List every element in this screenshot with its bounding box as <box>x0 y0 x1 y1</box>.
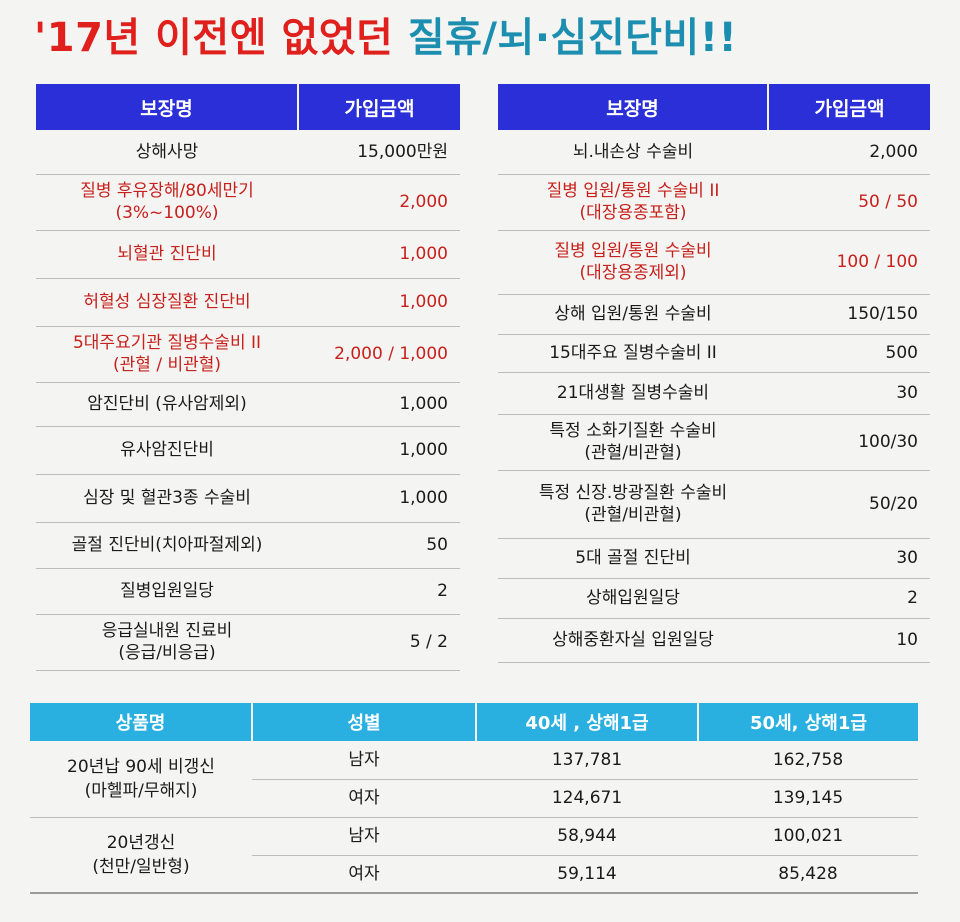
title-part-blue: 질휴/뇌·심진단비!! <box>407 15 738 61</box>
coverage-name: 상해 입원/통원 수술비 <box>498 294 768 335</box>
coverage-name: 응급실내원 진료비 (응급/비응급) <box>36 614 298 671</box>
gender-cell: 남자 <box>252 817 476 856</box>
premium-age40: 58,944 <box>476 817 698 856</box>
insured-amount: 10 <box>768 618 930 663</box>
coverage-name: 5대 골절 진단비 <box>498 538 768 579</box>
table-row: 응급실내원 진료비 (응급/비응급) 5 / 2 <box>36 614 460 671</box>
coverage-name: 상해입원일당 <box>498 578 768 619</box>
coverage-name: 상해중환자실 입원일당 <box>498 618 768 663</box>
coverage-name: 5대주요기관 질병수술비 II (관혈 / 비관혈) <box>36 326 298 383</box>
coverage-name: 뇌.내손상 수술비 <box>498 130 768 175</box>
table-row: 여자 59,114 85,428 <box>30 855 918 894</box>
premium-age50: 162,758 <box>698 741 918 780</box>
insured-amount: 2 <box>298 568 460 615</box>
coverage-table-right: 보장명 가입금액 뇌.내손상 수술비 2,000 질병 입원/통원 수술비 II (… <box>498 84 930 663</box>
insured-amount: 50 <box>298 522 460 569</box>
header-coverage-name: 보장명 <box>36 84 298 130</box>
title-part-red: '17년 이전엔 없었던 <box>34 15 394 61</box>
insured-amount: 100 / 100 <box>768 230 930 295</box>
premium-age40: 137,781 <box>476 741 698 780</box>
table-row: 5대주요기관 질병수술비 II (관혈 / 비관혈) 2,000 / 1,000 <box>36 326 460 383</box>
table-row: 질병입원일당 2 <box>36 568 460 615</box>
premium-table: 상품명 성별 40세 , 상해1급 50세, 상해1급 20년납 90세 비갱신… <box>30 703 918 894</box>
table-row: 상해중환자실 입원일당 10 <box>498 618 930 663</box>
premium-age50: 85,428 <box>698 855 918 894</box>
coverage-name: 특정 신장.방광질환 수술비 (관혈/비관혈) <box>498 470 768 539</box>
insured-amount: 15,000만원 <box>298 130 460 175</box>
coverage-name: 질병 입원/통원 수술비 II (대장용종포함) <box>498 174 768 231</box>
table-row: 상해 입원/통원 수술비 150/150 <box>498 294 930 335</box>
insured-amount: 1,000 <box>298 278 460 327</box>
table-row: 상해사망 15,000만원 <box>36 130 460 175</box>
insured-amount: 2,000 / 1,000 <box>298 326 460 383</box>
insured-amount: 150/150 <box>768 294 930 335</box>
coverage-name: 심장 및 혈관3종 수술비 <box>36 474 298 523</box>
table-row: 심장 및 혈관3종 수술비 1,000 <box>36 474 460 523</box>
table-row: 상해입원일당 2 <box>498 578 930 619</box>
table-row: 15대주요 질병수술비 II 500 <box>498 334 930 373</box>
header-gender: 성별 <box>251 703 476 741</box>
table-row: 유사암진단비 1,000 <box>36 426 460 475</box>
table-row: 특정 신장.방광질환 수술비 (관혈/비관혈) 50/20 <box>498 470 930 539</box>
table-row: 질병 입원/통원 수술비 (대장용종제외) 100 / 100 <box>498 230 930 295</box>
premium-age50: 100,021 <box>698 817 918 856</box>
insured-amount: 50 / 50 <box>768 174 930 231</box>
coverage-name: 골절 진단비(치아파절제외) <box>36 522 298 569</box>
header-insured-amount: 가입금액 <box>767 84 930 130</box>
table-row: 특정 소화기질환 수술비 (관혈/비관혈) 100/30 <box>498 414 930 471</box>
premium-age50: 139,145 <box>698 779 918 818</box>
table-row: 뇌혈관 진단비 1,000 <box>36 230 460 279</box>
coverage-table-left: 보장명 가입금액 상해사망 15,000만원 질병 후유장해/80세만기 (3%~1… <box>36 84 460 671</box>
insured-amount: 30 <box>768 538 930 579</box>
gender-cell: 남자 <box>252 741 476 780</box>
table-row: 골절 진단비(치아파절제외) 50 <box>36 522 460 569</box>
coverage-name: 질병입원일당 <box>36 568 298 615</box>
insured-amount: 1,000 <box>298 426 460 475</box>
table-row: 암진단비 (유사암제외) 1,000 <box>36 382 460 427</box>
header-age40-premium: 40세 , 상해1급 <box>475 703 698 741</box>
table-row: 질병 후유장해/80세만기 (3%~100%) 2,000 <box>36 174 460 231</box>
coverage-name: 질병 입원/통원 수술비 (대장용종제외) <box>498 230 768 295</box>
table-row: 20년갱신 (천만/일반형) 남자 58,944 100,021 <box>30 817 918 894</box>
insured-amount: 30 <box>768 372 930 415</box>
page-title: '17년 이전엔 없었던 질휴/뇌·심진단비!! <box>34 6 737 70</box>
header-product-name: 상품명 <box>30 703 252 741</box>
coverage-name: 암진단비 (유사암제외) <box>36 382 298 427</box>
coverage-name: 질병 후유장해/80세만기 (3%~100%) <box>36 174 298 231</box>
table-row: 21대생활 질병수술비 30 <box>498 372 930 415</box>
coverage-name: 뇌혈관 진단비 <box>36 230 298 279</box>
product-name: 20년납 90세 비갱신 (마헬파/무해지) <box>30 741 252 818</box>
insured-amount: 50/20 <box>768 470 930 539</box>
gender-cell: 여자 <box>252 855 476 894</box>
gender-cell: 여자 <box>252 779 476 818</box>
insured-amount: 2,000 <box>298 174 460 231</box>
insured-amount: 1,000 <box>298 382 460 427</box>
insured-amount: 500 <box>768 334 930 373</box>
insured-amount: 2 <box>768 578 930 619</box>
header-coverage-name: 보장명 <box>498 84 768 130</box>
header-age50-premium: 50세, 상해1급 <box>697 703 918 741</box>
table-row: 여자 124,671 139,145 <box>30 779 918 818</box>
coverage-name: 21대생활 질병수술비 <box>498 372 768 415</box>
table-row: 질병 입원/통원 수술비 II (대장용종포함) 50 / 50 <box>498 174 930 231</box>
insured-amount: 2,000 <box>768 130 930 175</box>
table-row: 뇌.내손상 수술비 2,000 <box>498 130 930 175</box>
insured-amount: 100/30 <box>768 414 930 471</box>
premium-age40: 124,671 <box>476 779 698 818</box>
coverage-name: 유사암진단비 <box>36 426 298 475</box>
insured-amount: 1,000 <box>298 474 460 523</box>
table-row: 5대 골절 진단비 30 <box>498 538 930 579</box>
insured-amount: 1,000 <box>298 230 460 279</box>
coverage-name: 상해사망 <box>36 130 298 175</box>
table-row: 허혈성 심장질환 진단비 1,000 <box>36 278 460 327</box>
insured-amount: 5 / 2 <box>298 614 460 671</box>
header-insured-amount: 가입금액 <box>297 84 460 130</box>
coverage-name: 허혈성 심장질환 진단비 <box>36 278 298 327</box>
premium-age40: 59,114 <box>476 855 698 894</box>
product-name: 20년갱신 (천만/일반형) <box>30 817 252 894</box>
table-row: 20년납 90세 비갱신 (마헬파/무해지) 남자 137,781 162,758 <box>30 741 918 818</box>
coverage-name: 15대주요 질병수술비 II <box>498 334 768 373</box>
coverage-name: 특정 소화기질환 수술비 (관혈/비관혈) <box>498 414 768 471</box>
